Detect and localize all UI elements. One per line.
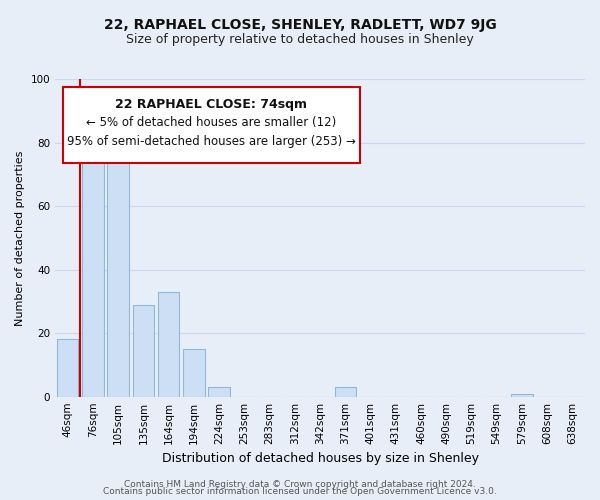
Bar (335, 387, 356, 396)
Text: ← 5% of detached houses are smaller (12): ← 5% of detached houses are smaller (12) (86, 116, 337, 128)
Bar (183, 349, 205, 397)
Y-axis label: Number of detached properties: Number of detached properties (15, 150, 25, 326)
Text: 22, RAPHAEL CLOSE, SHENLEY, RADLETT, WD7 9JG: 22, RAPHAEL CLOSE, SHENLEY, RADLETT, WD7… (104, 18, 496, 32)
Text: 22 RAPHAEL CLOSE: 74sqm: 22 RAPHAEL CLOSE: 74sqm (115, 98, 307, 111)
Text: Size of property relative to detached houses in Shenley: Size of property relative to detached ho… (126, 32, 474, 46)
Bar (107, 130, 129, 396)
Bar (133, 304, 154, 396)
X-axis label: Distribution of detached houses by size in Shenley: Distribution of detached houses by size … (161, 452, 479, 465)
Bar (82, 158, 104, 396)
Text: Contains HM Land Registry data © Crown copyright and database right 2024.: Contains HM Land Registry data © Crown c… (124, 480, 476, 489)
Text: Contains public sector information licensed under the Open Government Licence v3: Contains public sector information licen… (103, 488, 497, 496)
Bar (158, 292, 179, 397)
Bar (57, 340, 79, 396)
Bar (511, 394, 533, 396)
FancyBboxPatch shape (63, 87, 360, 163)
Text: 95% of semi-detached houses are larger (253) →: 95% of semi-detached houses are larger (… (67, 134, 356, 147)
Bar (208, 387, 230, 396)
